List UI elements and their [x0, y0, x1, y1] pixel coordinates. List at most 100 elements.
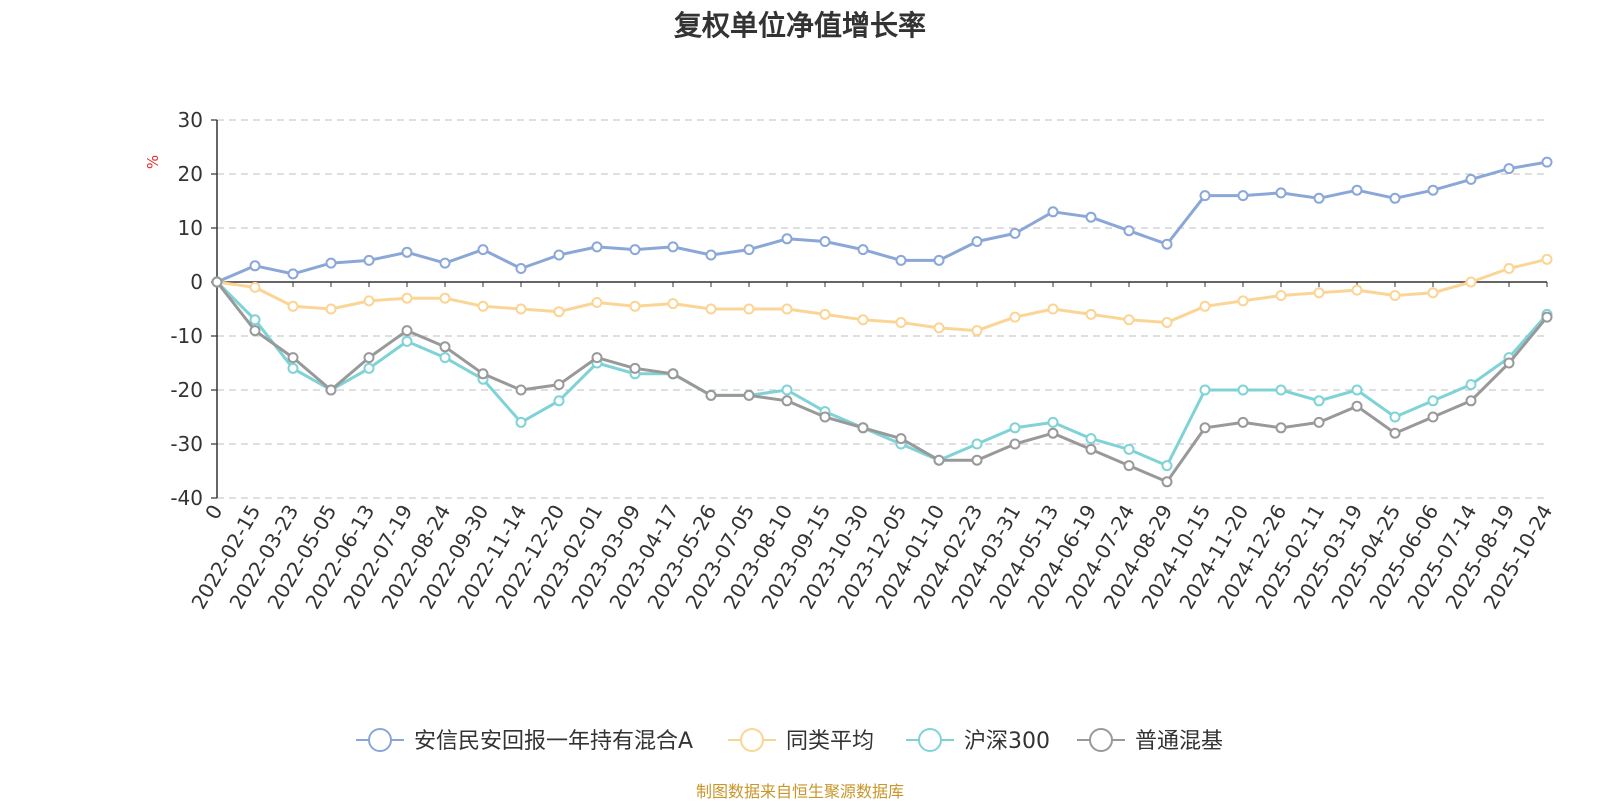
data-point [1085, 308, 1097, 320]
data-point [401, 335, 413, 347]
data-point [1427, 395, 1439, 407]
data-point [439, 257, 451, 269]
data-point [515, 263, 527, 274]
data-point [895, 254, 907, 266]
data-point [1161, 238, 1173, 250]
data-point [1123, 225, 1135, 237]
data-point [1009, 422, 1021, 434]
y-tick-label: 10 [178, 216, 203, 240]
data-point [1541, 311, 1553, 323]
data-point [971, 325, 983, 337]
data-point [705, 249, 717, 261]
data-point [553, 306, 565, 318]
data-point [1199, 300, 1211, 312]
series-line [215, 280, 1549, 468]
data-point [1465, 173, 1477, 185]
data-point [1503, 263, 1515, 274]
data-point [819, 308, 831, 320]
data-point [971, 454, 983, 466]
data-point [933, 254, 945, 266]
y-axis-unit-label: % [144, 155, 162, 169]
legend-item-label[interactable]: 安信民安回报一年持有混合A [414, 729, 693, 754]
data-point [1313, 287, 1325, 299]
data-point [667, 298, 679, 310]
data-point [1351, 400, 1363, 412]
legend-item-label[interactable]: 同类平均 [786, 729, 874, 754]
data-point [1123, 443, 1135, 455]
data-point [1389, 427, 1401, 439]
data-point [515, 303, 527, 315]
data-point [553, 379, 565, 391]
data-point [1465, 395, 1477, 407]
data-point [1275, 422, 1287, 434]
data-point [1237, 416, 1249, 428]
data-point [1009, 438, 1021, 450]
data-point [1085, 443, 1097, 455]
x-tick-label: 0 [200, 501, 227, 524]
data-point [1161, 460, 1173, 472]
y-tick-label: -20 [170, 378, 203, 402]
data-point [1161, 476, 1173, 488]
data-point [1275, 187, 1287, 199]
data-point [1047, 206, 1059, 218]
data-point [1123, 314, 1135, 326]
data-point [515, 384, 527, 396]
chart-title: 复权单位净值增长率 [673, 9, 926, 42]
data-point [1427, 184, 1439, 196]
data-point [591, 297, 603, 309]
data-point [211, 276, 223, 288]
legend-item-label[interactable]: 普通混基 [1135, 729, 1223, 754]
data-point [895, 433, 907, 445]
data-point [1237, 295, 1249, 307]
legend-marker[interactable] [740, 728, 764, 752]
data-point [591, 352, 603, 364]
data-point [1047, 427, 1059, 439]
data-point [1009, 311, 1021, 323]
legend-marker[interactable] [368, 728, 392, 752]
data-point [439, 352, 451, 364]
data-point [325, 384, 337, 396]
data-point [553, 395, 565, 407]
data-point [781, 395, 793, 407]
data-point [971, 236, 983, 247]
data-point [1085, 211, 1097, 223]
data-point [1199, 190, 1211, 202]
data-point [895, 317, 907, 328]
data-point [1199, 384, 1211, 396]
series-line [216, 160, 1548, 284]
y-tick-label: 30 [178, 108, 203, 132]
data-point [401, 246, 413, 258]
data-point [1237, 384, 1249, 396]
data-point [857, 314, 869, 326]
y-tick-label: -30 [170, 432, 203, 456]
data-point [1465, 276, 1477, 288]
data-point [1313, 416, 1325, 428]
data-point [515, 416, 527, 428]
legend-item-label[interactable]: 沪深300 [964, 729, 1050, 754]
source-note: 制图数据来自恒生聚源数据库 [695, 782, 904, 801]
data-point [933, 322, 945, 334]
legend-marker[interactable] [1089, 728, 1113, 752]
data-point [743, 244, 755, 256]
data-point [1503, 357, 1515, 369]
data-point [933, 454, 945, 466]
data-point [401, 292, 413, 304]
data-point [857, 244, 869, 256]
data-point [249, 281, 261, 293]
legend-marker[interactable] [918, 728, 942, 752]
data-point [325, 303, 337, 315]
data-point [1047, 416, 1059, 428]
data-point [1465, 379, 1477, 391]
data-point [629, 244, 641, 256]
data-point [1389, 192, 1401, 204]
data-point [629, 300, 641, 312]
data-point [363, 352, 375, 364]
data-point [287, 300, 299, 312]
data-point [1541, 156, 1553, 168]
data-point [1161, 317, 1173, 328]
data-point [1503, 163, 1515, 175]
data-point [705, 303, 717, 315]
data-point [1351, 384, 1363, 396]
